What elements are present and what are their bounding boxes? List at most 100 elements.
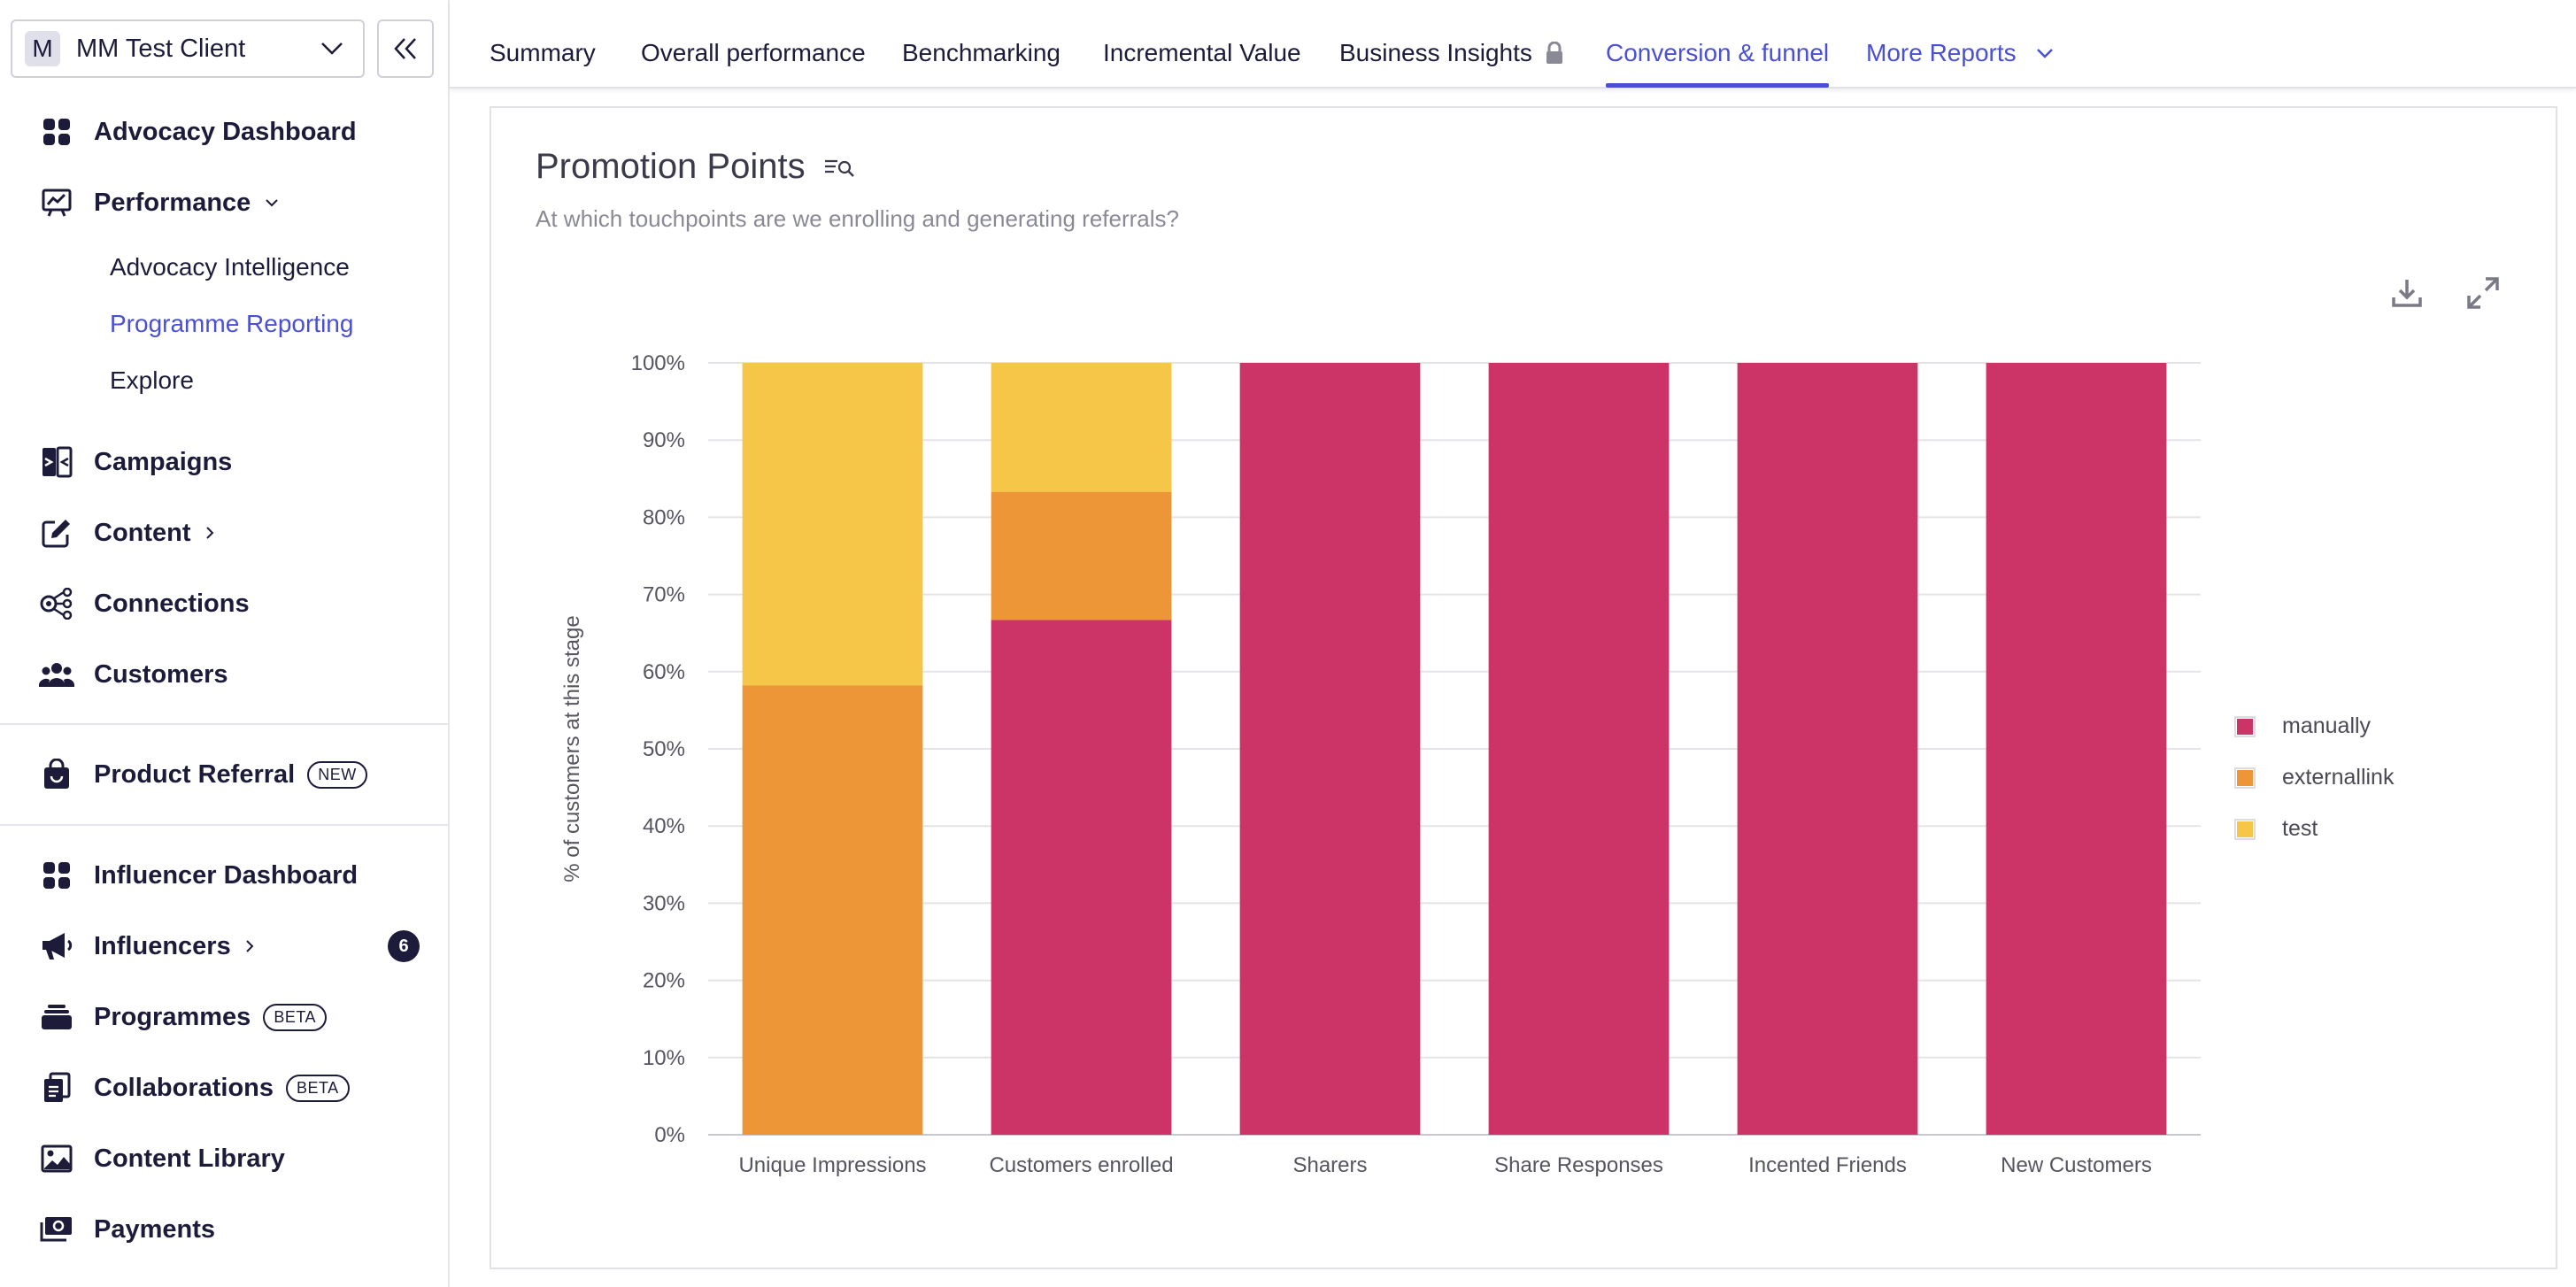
bar-segment bbox=[1488, 363, 1670, 1135]
grid-icon bbox=[39, 114, 74, 150]
tab-label: Conversion & funnel bbox=[1606, 39, 1830, 66]
nav-label: Influencer Dashboard bbox=[94, 860, 359, 890]
y-axis-label: % of customers at this stage bbox=[560, 615, 584, 882]
nav-label: Content bbox=[94, 518, 191, 547]
search-list-icon[interactable] bbox=[823, 157, 855, 178]
customers-icon bbox=[39, 657, 74, 692]
sub-explore[interactable]: Explore bbox=[110, 366, 194, 394]
tab-business-insights[interactable]: Business Insights bbox=[1339, 39, 1564, 67]
legend-label: externallink bbox=[2282, 765, 2395, 790]
legend-label: manually bbox=[2282, 713, 2372, 738]
expand-icon bbox=[2467, 277, 2499, 309]
nav-advocacy-dashboard[interactable]: Advocacy Dashboard bbox=[39, 110, 357, 154]
nav-label: Advocacy Dashboard bbox=[94, 117, 357, 146]
nav-label: Customers bbox=[94, 659, 228, 689]
edit-icon bbox=[39, 515, 74, 551]
client-selector[interactable]: M MM Test Client bbox=[11, 19, 365, 78]
bar-segment bbox=[991, 491, 1172, 620]
double-chevron-left-icon bbox=[394, 38, 416, 59]
x-tick-label: Customers enrolled bbox=[989, 1153, 1173, 1177]
bar-segment bbox=[1737, 363, 1918, 1135]
legend-swatch bbox=[2234, 818, 2256, 840]
megaphone-icon bbox=[39, 929, 74, 964]
chevron-down-icon bbox=[2036, 49, 2053, 58]
x-tick-label: Share Responses bbox=[1494, 1153, 1663, 1177]
nav-label: Product Referral bbox=[94, 759, 296, 789]
y-tick-label: 0% bbox=[654, 1123, 685, 1147]
nav-label: Content Library bbox=[94, 1144, 285, 1173]
collapse-sidebar-button[interactable] bbox=[377, 19, 434, 78]
chart-title-text: Promotion Points bbox=[536, 147, 806, 186]
sub-programme-reporting[interactable]: Programme Reporting bbox=[110, 310, 354, 337]
legend-item-test[interactable]: test bbox=[2234, 816, 2318, 842]
tab-label: Business Insights bbox=[1339, 39, 1532, 66]
fullscreen-button[interactable] bbox=[2466, 276, 2500, 314]
nav-programmes[interactable]: Programmes BETA bbox=[39, 995, 327, 1039]
tab-benchmarking[interactable]: Benchmarking bbox=[902, 39, 1060, 67]
stacked-bar-chart: 0% 10% 20% 30% 40% 50% 60% 70% 80% 90% 100% % of cu… bbox=[560, 351, 2201, 1177]
chevron-right-icon bbox=[245, 939, 254, 953]
download-button[interactable] bbox=[2390, 276, 2424, 314]
tab-overall-performance[interactable]: Overall performance bbox=[641, 39, 866, 67]
x-tick-label: Incented Friends bbox=[1748, 1153, 1907, 1177]
chevron-right-icon bbox=[205, 526, 214, 540]
nav-content-library[interactable]: Content Library bbox=[39, 1137, 285, 1181]
lock-icon bbox=[1546, 42, 1562, 64]
nav-payments[interactable]: Payments bbox=[39, 1207, 215, 1252]
y-tick-label: 30% bbox=[643, 891, 685, 915]
nav-label: Connections bbox=[94, 589, 250, 618]
nav-influencers[interactable]: Influencers bbox=[39, 924, 254, 968]
nav-product-referral[interactable]: Product Referral NEW bbox=[39, 752, 367, 797]
download-icon bbox=[2392, 280, 2422, 307]
nav-content[interactable]: Content bbox=[39, 511, 214, 555]
y-tick-label: 20% bbox=[643, 969, 685, 993]
legend-item-externallink[interactable]: externallink bbox=[2234, 765, 2394, 790]
y-tick-label: 70% bbox=[643, 583, 685, 607]
new-badge: NEW bbox=[307, 760, 367, 789]
x-tick-label: New Customers bbox=[2001, 1153, 2152, 1177]
image-icon bbox=[39, 1141, 74, 1176]
legend-swatch bbox=[2234, 767, 2256, 789]
nav-connections[interactable]: Connections bbox=[39, 582, 250, 626]
nav-label: Campaigns bbox=[94, 447, 233, 476]
payments-icon bbox=[39, 1212, 74, 1247]
nav-collaborations[interactable]: Collaborations BETA bbox=[39, 1066, 350, 1110]
nav-label: Programmes bbox=[94, 1002, 251, 1031]
tab-summary[interactable]: Summary bbox=[490, 39, 596, 67]
legend-item-manually[interactable]: manually bbox=[2234, 713, 2371, 739]
chart-subtitle: At which touchpoints are we enrolling an… bbox=[536, 205, 1179, 232]
nav-label: Collaborations bbox=[94, 1073, 274, 1102]
nav-label: Payments bbox=[94, 1214, 216, 1244]
tab-label: More Reports bbox=[1866, 39, 2017, 66]
nav-influencer-dashboard[interactable]: Influencer Dashboard bbox=[39, 853, 358, 898]
campaigns-icon bbox=[39, 444, 74, 480]
chart-board-icon bbox=[39, 185, 74, 220]
tab-incremental-value[interactable]: Incremental Value bbox=[1103, 39, 1301, 67]
x-tick-label: Sharers bbox=[1292, 1153, 1367, 1177]
y-tick-label: 100% bbox=[631, 351, 685, 375]
nav-label: Performance bbox=[94, 188, 251, 217]
tab-label: Benchmarking bbox=[902, 39, 1060, 66]
y-tick-label: 40% bbox=[643, 814, 685, 838]
stack-icon bbox=[39, 999, 74, 1035]
nav-label: Influencers bbox=[94, 931, 231, 960]
legend-label: test bbox=[2282, 816, 2318, 841]
nav-customers[interactable]: Customers bbox=[39, 652, 228, 697]
chart-title: Promotion Points bbox=[536, 147, 855, 187]
beta-badge: BETA bbox=[263, 1003, 327, 1031]
bar-segment bbox=[742, 363, 923, 686]
tab-conversion-funnel[interactable]: Conversion & funnel bbox=[1606, 39, 1830, 88]
nav-performance[interactable]: Performance bbox=[39, 181, 279, 225]
tab-more-reports[interactable]: More Reports bbox=[1866, 39, 2054, 67]
chevron-down-icon bbox=[265, 198, 279, 207]
nav-campaigns[interactable]: Campaigns bbox=[39, 440, 232, 484]
y-tick-label: 90% bbox=[643, 428, 685, 452]
tab-label: Incremental Value bbox=[1103, 39, 1301, 66]
sidebar-divider bbox=[0, 824, 448, 826]
x-tick-label: Unique Impressions bbox=[738, 1153, 926, 1177]
bar-segment bbox=[742, 685, 923, 1135]
sub-advocacy-intelligence[interactable]: Advocacy Intelligence bbox=[110, 253, 350, 281]
legend-swatch bbox=[2234, 715, 2256, 737]
sidebar-divider bbox=[0, 723, 448, 725]
beta-badge: BETA bbox=[286, 1074, 350, 1102]
